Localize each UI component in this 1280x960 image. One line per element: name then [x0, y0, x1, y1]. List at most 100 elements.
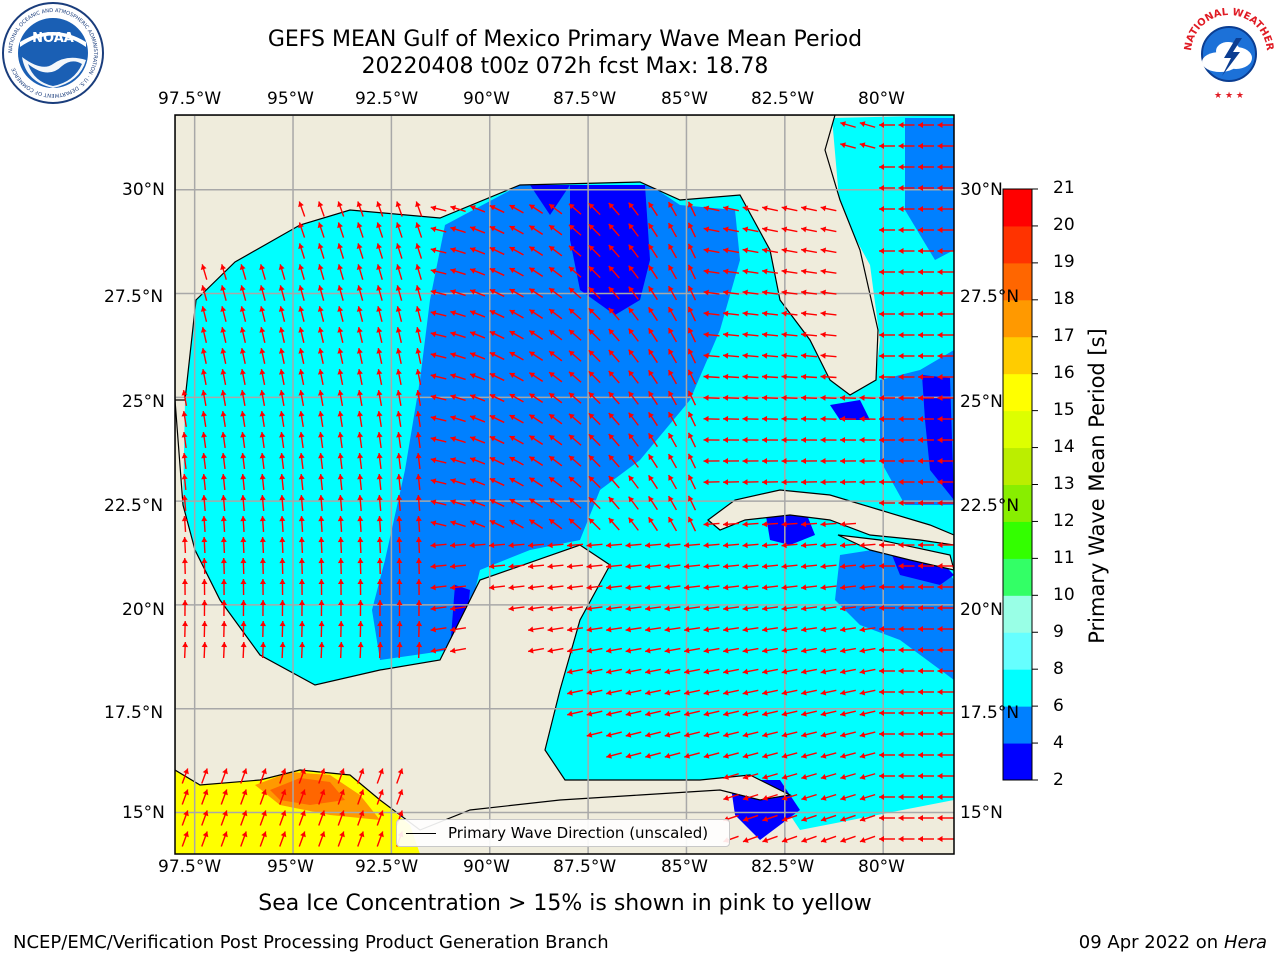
wave-direction-arrowhead	[357, 621, 364, 627]
colorbar-segment	[1003, 410, 1032, 449]
wave-direction-arrowhead	[684, 626, 690, 633]
wave-direction-arrowhead	[568, 413, 575, 420]
wave-direction-arrowhead	[918, 332, 923, 338]
wave-direction-arrowhead	[259, 348, 266, 354]
wave-direction-arrowhead	[820, 626, 827, 633]
wave-direction-arrowhead	[668, 496, 674, 502]
wave-direction-arrowhead	[280, 831, 287, 838]
wave-direction-arrowhead	[684, 710, 690, 717]
wave-direction-arrowhead	[898, 164, 904, 170]
wave-direction-arrowhead	[801, 563, 807, 570]
wave-direction-arrowhead	[781, 668, 788, 675]
wave-direction-arrowhead	[781, 710, 788, 717]
wave-direction-arrowhead	[648, 286, 654, 293]
wave-direction-arrowhead	[396, 600, 403, 606]
wave-direction-arrowhead	[742, 584, 748, 591]
wave-direction-arrowhead	[781, 647, 788, 654]
wave-direction-arrowhead	[918, 668, 923, 674]
wave-direction-arrowhead	[781, 731, 788, 738]
lat-tick-right: 27.5°N	[960, 287, 1020, 307]
wave-direction-arrowhead	[415, 264, 422, 270]
wave-direction-arrowhead	[820, 710, 827, 717]
wave-direction-arrowhead	[645, 626, 651, 633]
wave-direction-arrowhead	[703, 647, 710, 654]
wave-direction-arrowhead	[918, 122, 923, 128]
wave-direction-arrowhead	[898, 626, 904, 632]
wave-direction-arrowhead	[549, 330, 555, 336]
colorbar-segment	[1003, 373, 1032, 412]
wave-direction-arrowhead	[259, 369, 266, 375]
wave-direction-arrowhead	[937, 185, 943, 191]
wave-direction-arrowhead	[762, 816, 769, 822]
wave-direction-arrowhead	[376, 474, 383, 480]
wave-direction-arrowhead	[260, 621, 267, 627]
wave-direction-arrowhead	[762, 647, 768, 654]
nws-logo: NATIONAL WEATHER SERVICE ★ ★ ★	[1178, 2, 1278, 102]
wave-direction-arrowhead	[820, 542, 826, 549]
wave-direction-arrowhead	[762, 310, 768, 317]
wave-direction-arrowhead	[201, 600, 208, 606]
wave-direction-arrowhead	[608, 244, 615, 251]
wave-direction-arrowhead	[668, 265, 674, 271]
wave-direction-arrowhead	[648, 370, 654, 377]
wave-direction-arrowhead	[279, 516, 286, 522]
wave-direction-arrowhead	[376, 369, 383, 375]
wave-direction-arrowhead	[608, 370, 615, 377]
wave-direction-arrowhead	[549, 246, 555, 252]
wave-direction-arrowhead	[645, 731, 651, 738]
wave-direction-arrowhead	[820, 458, 826, 465]
wave-direction-arrowhead	[840, 837, 847, 843]
wave-direction-arrowhead	[222, 768, 228, 775]
wave-direction-arrowhead	[801, 458, 807, 465]
wave-direction-arrowhead	[762, 689, 768, 696]
wave-direction-arrowhead	[937, 815, 943, 821]
wave-direction-arrowhead	[684, 668, 690, 675]
wave-direction-arrowhead	[781, 605, 787, 612]
wave-direction-arrowhead	[240, 621, 247, 627]
wave-direction-arrowhead	[648, 496, 654, 503]
wave-direction-arrowhead	[687, 474, 694, 481]
wave-direction-arrowhead	[859, 436, 865, 443]
wave-direction-arrowhead	[840, 626, 846, 633]
wave-direction-arrowhead	[181, 453, 188, 459]
wave-direction-arrowhead	[279, 390, 285, 396]
wave-direction-arrowhead	[279, 432, 286, 438]
wave-direction-arrowhead	[586, 689, 593, 696]
wave-direction-arrowhead	[879, 815, 884, 821]
wave-direction-arrowhead	[337, 327, 344, 333]
wave-direction-arrowhead	[668, 517, 674, 523]
wave-direction-arrowhead	[509, 393, 516, 400]
wave-direction-arrowhead	[337, 201, 343, 208]
wave-direction-arrowhead	[337, 474, 344, 480]
wave-direction-arrowhead	[723, 331, 729, 338]
wave-direction-arrowhead	[606, 605, 612, 612]
wave-direction-arrowhead	[879, 836, 884, 842]
wave-direction-arrowhead	[529, 246, 536, 252]
wave-direction-arrowhead	[648, 265, 654, 272]
wave-direction-arrowhead	[781, 268, 788, 275]
wave-direction-arrowhead	[588, 350, 595, 357]
wave-direction-arrowhead	[645, 689, 651, 696]
wave-direction-arrowhead	[668, 244, 674, 250]
wave-direction-arrowhead	[762, 352, 768, 359]
lon-tick-top: 92.5°W	[355, 89, 419, 109]
wave-direction-arrowhead	[664, 563, 670, 570]
wave-direction-arrowhead	[239, 327, 246, 333]
lat-tick-left: 20°N	[122, 600, 165, 620]
wave-direction-arrowhead	[879, 563, 884, 569]
wave-direction-arrowhead	[668, 370, 674, 376]
wave-direction-arrowhead	[337, 432, 344, 438]
wave-direction-arrowhead	[337, 285, 344, 291]
wave-direction-arrowhead	[529, 309, 536, 315]
wave-direction-arrowhead	[450, 436, 457, 442]
lon-tick-top: 95°W	[267, 89, 314, 109]
wave-direction-arrowhead	[664, 542, 670, 549]
wave-direction-arrowhead	[879, 458, 884, 464]
wave-direction-arrowhead	[820, 310, 826, 317]
wave-direction-arrowhead	[687, 411, 694, 418]
wave-direction-arrowhead	[742, 352, 748, 359]
wave-direction-arrowhead	[489, 499, 496, 505]
wave-direction-arrowhead	[222, 810, 228, 817]
wave-direction-arrowhead	[357, 600, 364, 606]
wave-direction-arrowhead	[742, 415, 748, 422]
